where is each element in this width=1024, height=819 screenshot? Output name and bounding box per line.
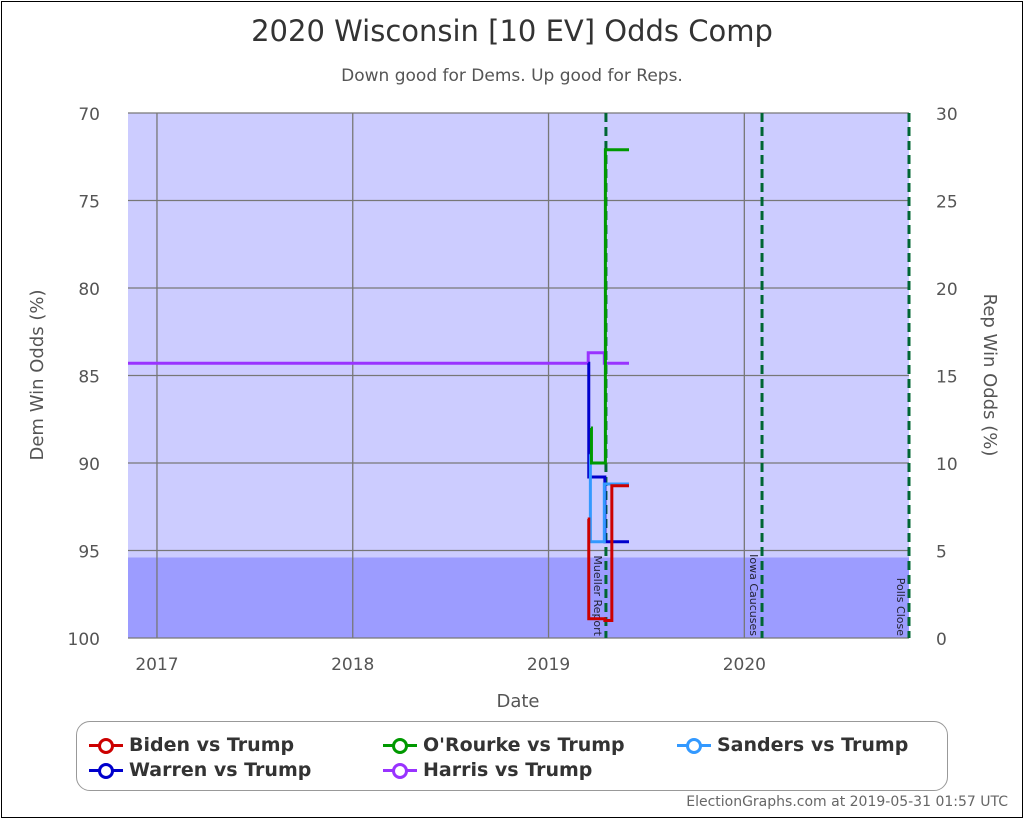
legend-item-sanders[interactable]: Sanders vs Trump [677,734,908,756]
series-line [587,484,629,622]
series-line [128,351,629,365]
x-tick-label: 2019 [527,655,570,675]
x-tick-label: 2020 [723,655,766,675]
band [128,557,909,638]
y-right-tick-label: 0 [936,630,947,650]
legend: Biden vs Trump O'Rourke vs Trump Sanders… [76,721,948,791]
series-line [589,148,629,465]
y-tick-label: 90 [78,455,100,475]
event-label: Mueller Report [591,555,604,636]
legend-marker-icon [89,763,123,779]
y-right-tick-label: 10 [936,455,958,475]
legend-item-warren[interactable]: Warren vs Trump [89,759,311,781]
legend-label: O'Rourke vs Trump [423,734,625,756]
y-tick-label: 95 [78,543,100,563]
event-label: Polls Close [894,578,907,637]
credit[interactable]: ElectionGraphs.com at 2019-05-31 01:57 U… [686,794,1008,810]
x-tick-label: 2018 [331,655,374,675]
legend-item-biden[interactable]: Biden vs Trump [89,734,294,756]
legend-label: Warren vs Trump [129,759,312,781]
y-tick-label: 75 [78,193,100,213]
y-right-tick-label: 25 [936,193,958,213]
chart-title: 2020 Wisconsin [10 EV] Odds Comp [251,14,773,48]
y-right-tick-label: 20 [936,280,958,300]
legend-label: Sanders vs Trump [717,734,909,756]
x-tick-label: 2017 [135,655,178,675]
legend-label: Biden vs Trump [129,734,295,756]
y-right-tick-label: 5 [936,543,947,563]
x-axis-label: Date [496,691,539,712]
series-line [587,361,629,544]
legend-label: Harris vs Trump [423,759,593,781]
legend-marker-icon [383,763,417,779]
y-right-axis-label: Rep Win Odds (%) [979,294,1000,457]
legend-item-harris[interactable]: Harris vs Trump [383,759,592,781]
event-label: Iowa Caucuses [747,554,760,636]
y-right-tick-label: 30 [936,105,958,125]
chart-subtitle: Down good for Dems. Up good for Reps. [341,66,683,86]
y-tick-label: 70 [78,105,100,125]
y-tick-label: 80 [78,280,100,300]
y-tick-label: 85 [78,368,100,388]
legend-marker-icon [89,738,123,754]
legend-marker-icon [677,738,711,754]
y-axis-label: Dem Win Odds (%) [27,290,48,461]
legend-marker-icon [383,738,417,754]
y-right-tick-label: 15 [936,368,958,388]
band [128,113,909,558]
y-tick-label: 100 [68,630,100,650]
legend-item-orourke[interactable]: O'Rourke vs Trump [383,734,625,756]
